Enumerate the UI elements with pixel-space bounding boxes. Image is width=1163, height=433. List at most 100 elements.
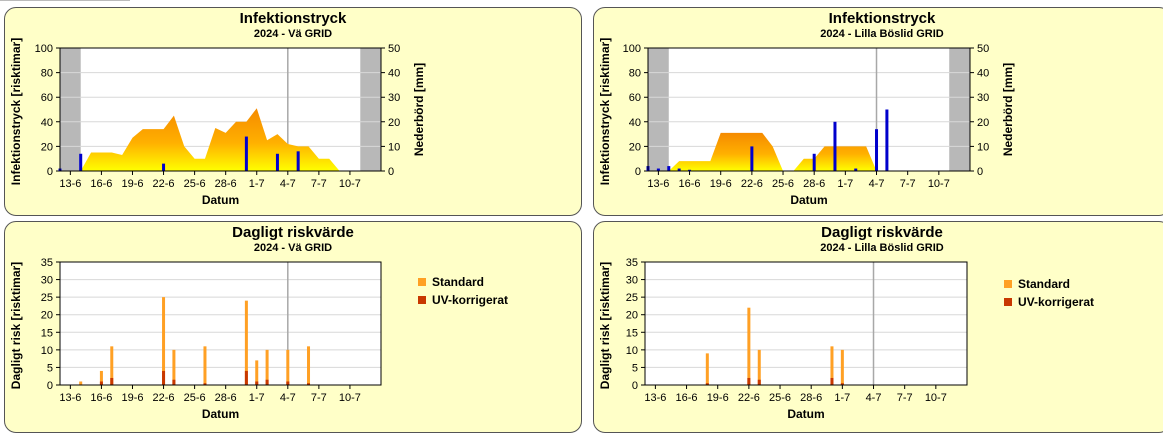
y2-tick-label: 50 xyxy=(977,43,989,55)
bar-standard xyxy=(162,297,166,385)
plot-frame xyxy=(644,261,968,386)
x-tick-label: 16-6 xyxy=(90,178,112,190)
bar-uv-korrigerat xyxy=(172,379,176,385)
chart-title: Infektionstryck xyxy=(828,10,936,27)
y2-tick-label: 10 xyxy=(388,141,400,153)
bar-standard xyxy=(840,349,844,385)
legend-swatch xyxy=(1004,280,1012,288)
y-axis-label: Dagligt risk [risktimar] xyxy=(9,262,23,389)
x-tick-label: 16-6 xyxy=(90,392,112,404)
infection-pressure-area xyxy=(668,132,877,171)
y-tick-label: 0 xyxy=(47,166,53,178)
x-tick-label: 16-6 xyxy=(679,178,701,190)
y-tick-label: 0 xyxy=(632,380,638,392)
bar-standard xyxy=(830,346,834,385)
y-tick-label: 20 xyxy=(626,310,638,322)
x-axis-label: Datum xyxy=(202,193,239,207)
x-tick-label: 7-7 xyxy=(311,392,327,404)
x-tick-label: 22-6 xyxy=(738,392,760,404)
legend-label: UV-korrigerat xyxy=(1018,295,1095,309)
y-tick-label: 35 xyxy=(41,257,53,269)
chart-subtitle: 2024 - Vä GRID xyxy=(253,242,333,254)
plot-frame xyxy=(647,47,971,172)
y-tick-label: 5 xyxy=(47,362,53,374)
x-tick-label: 4-7 xyxy=(869,178,885,190)
precipitation-bar xyxy=(296,151,300,171)
plot-area xyxy=(645,262,967,385)
bar-uv-korrigerat xyxy=(286,381,290,385)
bar-standard xyxy=(265,349,269,385)
chart-panel-riskvarde-va: 0 5 10 15 20 25 30 35 13-6 16-6 19-6 22-6 25-6 28-6 1-… xyxy=(4,221,582,433)
y-tick-label: 30 xyxy=(41,275,53,287)
x-tick-label: 13-6 xyxy=(59,392,81,404)
bar-uv-korrigerat xyxy=(830,377,834,385)
x-tick-label: 10-7 xyxy=(339,392,361,404)
precipitation-bar xyxy=(885,109,889,171)
y-tick-label: 15 xyxy=(626,327,638,339)
y-tick-label: 5 xyxy=(632,362,638,374)
bar-standard xyxy=(99,370,103,385)
x-tick-label: 1-7 xyxy=(837,178,853,190)
x-tick-label: 22-6 xyxy=(153,178,175,190)
y-axis-label: Infektionstryck [risktimar] xyxy=(9,38,23,185)
y-axis-label: Infektionstryck [risktimar] xyxy=(598,38,612,185)
bar-uv-korrigerat xyxy=(840,383,844,385)
x-tick-label: 28-6 xyxy=(803,178,825,190)
y2-axis-label: Nederbörd [mm] xyxy=(412,63,426,156)
x-tick-label: 13-6 xyxy=(644,392,666,404)
x-tick-label: 10-7 xyxy=(928,178,950,190)
x-tick-label: 13-6 xyxy=(647,178,669,190)
bar-uv-korrigerat xyxy=(757,379,761,385)
bar-standard xyxy=(110,346,114,385)
x-tick-label: 19-6 xyxy=(121,392,143,404)
precipitation-bar xyxy=(833,121,837,171)
y-tick-label: 60 xyxy=(629,92,641,104)
bar-standard xyxy=(255,360,259,385)
y-tick-label: 25 xyxy=(41,292,53,304)
y2-tick-label: 40 xyxy=(388,68,400,80)
bar-uv-korrigerat xyxy=(307,383,311,385)
x-tick-label: 1-7 xyxy=(249,392,265,404)
x-tick-label: 13-6 xyxy=(59,178,81,190)
bar-standard xyxy=(757,349,761,385)
x-tick-label: 7-7 xyxy=(900,178,916,190)
x-tick-label: 4-7 xyxy=(280,178,296,190)
precipitation-bar xyxy=(275,153,279,171)
plot-frame xyxy=(59,47,382,172)
y-tick-label: 30 xyxy=(626,275,638,287)
bar-uv-korrigerat xyxy=(255,381,259,385)
chart-svg: 0 5 10 15 20 25 30 35 13-6 16-6 19-6 22-6 25-6 28-6 1-… xyxy=(9,257,382,421)
dormant-period xyxy=(60,48,81,171)
y-tick-label: 80 xyxy=(629,68,641,80)
y-tick-label: 15 xyxy=(41,327,53,339)
dormant-period xyxy=(360,48,381,171)
y-tick-label: 20 xyxy=(41,141,53,153)
y-tick-label: 100 xyxy=(623,43,641,55)
y-tick-label: 10 xyxy=(41,345,53,357)
top-edge-strip xyxy=(0,0,130,7)
infection-pressure-area xyxy=(80,108,340,171)
x-tick-label: 22-6 xyxy=(153,392,175,404)
bar-standard xyxy=(307,346,311,385)
chart-panel-riskvarde-lilla: 0 5 10 15 20 25 30 35 13-6 16-6 19-6 22-6 25-6 28-6 1-… xyxy=(593,221,1163,433)
legend-item-uv: UV-korrigerat xyxy=(1004,293,1094,311)
y2-axis-label: Nederbörd [mm] xyxy=(1001,63,1015,156)
x-tick-label: 10-7 xyxy=(339,178,361,190)
precipitation-bar xyxy=(162,163,166,171)
chart-subtitle: 2024 - Vä GRID xyxy=(253,28,333,40)
legend-swatch xyxy=(1004,298,1012,306)
y-tick-label: 35 xyxy=(626,257,638,269)
x-tick-label: 28-6 xyxy=(215,392,237,404)
x-tick-label: 22-6 xyxy=(741,178,763,190)
y-tick-label: 40 xyxy=(41,117,53,129)
chart-svg: 0 20 40 60 80 100 0 10 20 30 40 50 Nederbörd [mm] 13-… xyxy=(9,38,426,207)
y-tick-label: 0 xyxy=(47,380,53,392)
chart-subtitle: 2024 - Lilla Böslid GRID xyxy=(820,242,944,254)
y2-tick-label: 20 xyxy=(388,117,400,129)
bar-uv-korrigerat xyxy=(747,377,751,385)
precipitation-bar xyxy=(244,136,248,171)
chart-title: Dagligt riskvärde xyxy=(232,224,354,241)
bar-standard xyxy=(172,349,176,385)
chart-legend: Standard UV-korrigerat xyxy=(418,273,508,309)
bar-uv-korrigerat xyxy=(99,381,103,385)
